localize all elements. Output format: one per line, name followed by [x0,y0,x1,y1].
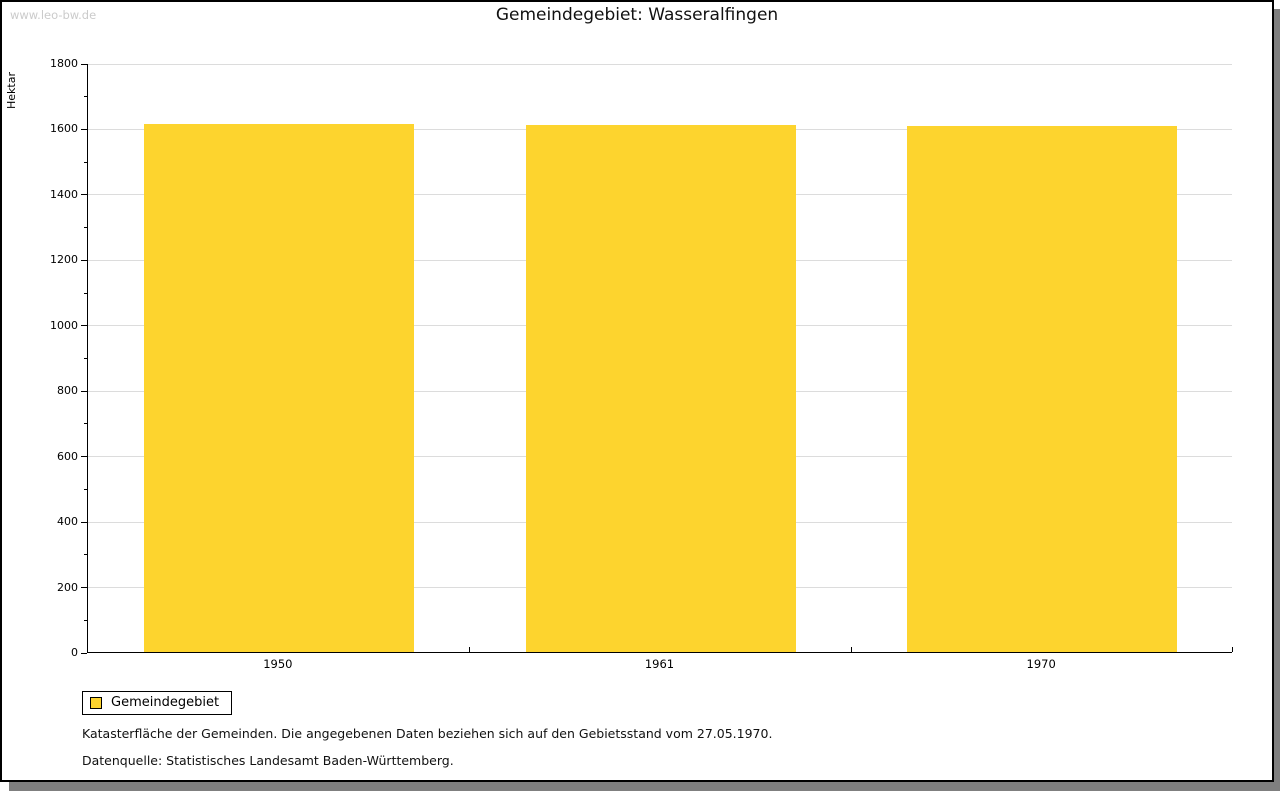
y-axis-major-tick [81,128,87,130]
watermark: www.leo-bw.de [10,8,97,22]
y-axis-minor-tick [84,227,87,229]
y-axis-minor-tick [84,358,87,359]
x-axis-boundary-tick [469,647,471,652]
bar-1950 [143,123,414,652]
x-axis-end-tick [1232,647,1233,652]
legend: Gemeindegebiet [82,691,233,715]
x-axis-boundary-tick [850,647,852,652]
footnote-line-1: Katasterfläche der Gemeinden. Die angege… [82,726,773,741]
gridline [88,63,1232,65]
bar-1961 [525,124,796,652]
y-tick-label: 1200 [50,253,78,267]
y-tick-label: 1400 [50,187,78,201]
legend-label: Gemeindegebiet [111,695,220,710]
x-tick-label: 1950 [263,657,293,671]
footnote-line-2: Datenquelle: Statistisches Landesamt Bad… [82,753,454,768]
x-tick-label: 1970 [1026,657,1056,671]
y-tick-label: 1600 [50,122,78,136]
bar-1970 [907,125,1178,652]
y-axis-major-tick [81,194,87,196]
chart-title: Gemeindegebiet: Wasseralfingen [495,5,779,25]
y-axis-major-tick [81,259,87,261]
y-axis-minor-tick [84,554,87,556]
y-axis-minor-tick [84,619,87,621]
y-axis-major-tick [81,63,87,65]
y-tick-label: 800 [57,384,78,398]
y-axis-minor-tick [84,423,87,425]
x-tick-label: 1961 [644,657,675,671]
y-axis-major-tick [81,390,87,392]
y-tick-label: 600 [57,449,78,463]
y-axis-minor-tick [84,161,87,163]
y-axis-minor-tick [84,488,87,490]
legend-swatch-gemeindegebiet [90,696,102,709]
y-tick-label: 0 [71,646,78,659]
y-axis-minor-tick [84,292,87,294]
y-tick-label: 1000 [50,318,78,332]
plot-area [81,63,1233,654]
y-axis-major-tick [81,456,87,458]
y-axis-major-tick [81,587,87,589]
y-tick-label: 1800 [50,57,78,70]
y-tick-label: 200 [57,580,78,594]
y-axis-label: Hektar [5,72,18,109]
y-axis-minor-tick [84,96,87,98]
y-tick-label: 400 [57,515,78,529]
y-axis-major-tick [81,521,87,523]
y-axis-major-tick [81,652,87,654]
y-axis-major-tick [81,325,87,327]
